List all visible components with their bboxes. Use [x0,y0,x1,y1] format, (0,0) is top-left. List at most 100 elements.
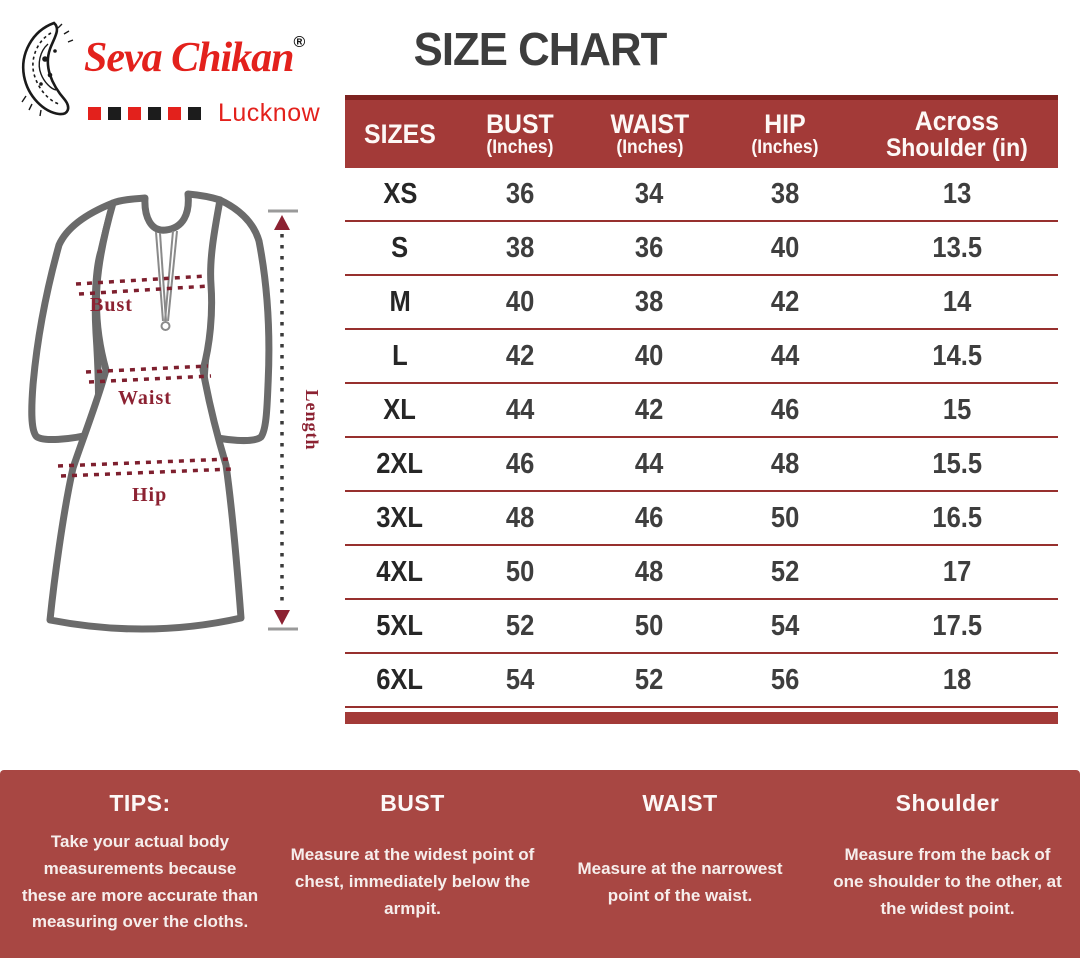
brand-city: Lucknow [218,99,321,127]
size-table: SIZES BUST (Inches) WAIST (Inches) HIP (… [345,95,1058,724]
hip-value: 50 [771,501,800,534]
logo-square [128,107,141,120]
size-value: M [389,285,411,318]
waist-body: Measure at the narrowest point of the wa… [577,858,783,905]
column-header-sizes: SIZES [363,118,436,149]
shoulder-value: 13.5 [932,231,982,264]
bust-section: BUST Measure at the widest point of ches… [280,770,545,958]
table-row: XL 44 42 46 15 [345,384,1058,438]
waist-label: Waist [118,387,172,409]
bust-value: 54 [505,663,534,696]
brand-name: Seva Chikan® [84,34,305,82]
hip-label: Hip [132,484,167,506]
bust-value: 40 [505,285,534,318]
shoulder-value: 15.5 [932,447,982,480]
waist-value: 42 [635,393,664,426]
waist-value: 48 [635,555,664,588]
brand-subline: Lucknow [88,99,320,128]
column-header-bust: BUST (Inches) [485,108,554,159]
page-title: SIZE CHART [413,23,668,75]
shoulder-value: 17 [942,555,972,588]
table-row: L 42 40 44 14.5 [345,330,1058,384]
waist-value: 38 [635,285,664,318]
hip-value: 44 [771,339,800,372]
bust-value: 50 [505,555,534,588]
bust-body: Measure at the widest point of chest, im… [290,845,535,918]
bust-value: 46 [505,447,534,480]
bust-heading: BUST [380,790,445,816]
brand-logo: Seva Chikan® Lucknow [0,0,345,140]
hip-value: 42 [771,285,800,318]
shoulder-value: 15 [942,393,972,426]
table-row: 5XL 52 50 54 17.5 [345,600,1058,654]
logo-square [168,107,181,120]
logo-square [88,107,101,120]
shoulder-value: 16.5 [932,501,982,534]
column-header-waist: WAIST (Inches) [610,108,689,159]
waist-value: 36 [635,231,664,264]
bust-value: 38 [505,231,534,264]
bust-label: Bust [90,294,133,316]
logo-square [188,107,201,120]
tips-section: TIPS: Take your actual body measurements… [0,770,280,958]
shoulder-value: 14.5 [932,339,982,372]
table-row: M 40 38 42 14 [345,276,1058,330]
hip-value: 46 [771,393,800,426]
size-table-header: SIZES BUST (Inches) WAIST (Inches) HIP (… [345,95,1058,168]
waist-value: 44 [635,447,664,480]
hip-value: 40 [771,231,800,264]
size-value: 5XL [376,609,424,642]
tips-body: Take your actual body measurements becau… [21,832,259,932]
bust-value: 48 [505,501,534,534]
size-value: L [392,339,408,372]
bust-value: 36 [505,177,534,210]
logo-square [108,107,121,120]
shoulder-value: 13 [942,177,972,210]
table-row: S 38 36 40 13.5 [345,222,1058,276]
size-value: XL [383,393,417,426]
logo-square [148,107,161,120]
waist-measure-line [85,364,212,384]
size-value: 4XL [376,555,424,588]
bust-value: 52 [505,609,534,642]
kurta-measurement-diagram: Bust Waist Hip Length [28,190,320,633]
size-value: 6XL [376,663,424,696]
bust-value: 42 [505,339,534,372]
waist-value: 46 [635,501,664,534]
table-end-bar [345,712,1058,724]
hip-measure-line [57,457,234,478]
table-row: XS 36 34 38 13 [345,168,1058,222]
column-header-across-shoulder: Across Shoulder (in) [886,105,1028,163]
size-value: XS [382,177,417,210]
waist-value: 50 [635,609,664,642]
brand-name-text: Seva Chikan [84,35,295,81]
table-row: 2XL 46 44 48 15.5 [345,438,1058,492]
shoulder-value: 17.5 [932,609,982,642]
bust-value: 44 [505,393,534,426]
hip-value: 38 [771,177,800,210]
size-value: S [391,231,409,264]
hip-value: 52 [771,555,800,588]
registered-trademark: ® [293,34,306,51]
hip-value: 54 [771,609,800,642]
kurta-placket [155,230,178,331]
length-dimension-line: Length [268,209,320,631]
size-value: 3XL [376,501,424,534]
table-row: 3XL 48 46 50 16.5 [345,492,1058,546]
waist-heading: WAIST [642,790,718,816]
waist-value: 34 [635,177,664,210]
tips-heading: TIPS: [109,790,171,816]
waist-section: WAIST Measure at the narrowest point of … [545,770,815,958]
kurta-body [46,190,245,633]
table-row: 4XL 50 48 52 17 [345,546,1058,600]
waist-value: 40 [635,339,664,372]
tips-banner: TIPS: Take your actual body measurements… [0,770,1080,958]
length-label: Length [302,389,320,450]
shoulder-section: Shoulder Measure from the back of one sh… [815,770,1080,958]
shoulder-body: Measure from the back of one shoulder to… [833,845,1062,918]
hip-value: 56 [771,663,800,696]
shoulder-value: 18 [942,663,972,696]
shoulder-value: 14 [942,285,972,318]
size-value: 2XL [376,447,424,480]
